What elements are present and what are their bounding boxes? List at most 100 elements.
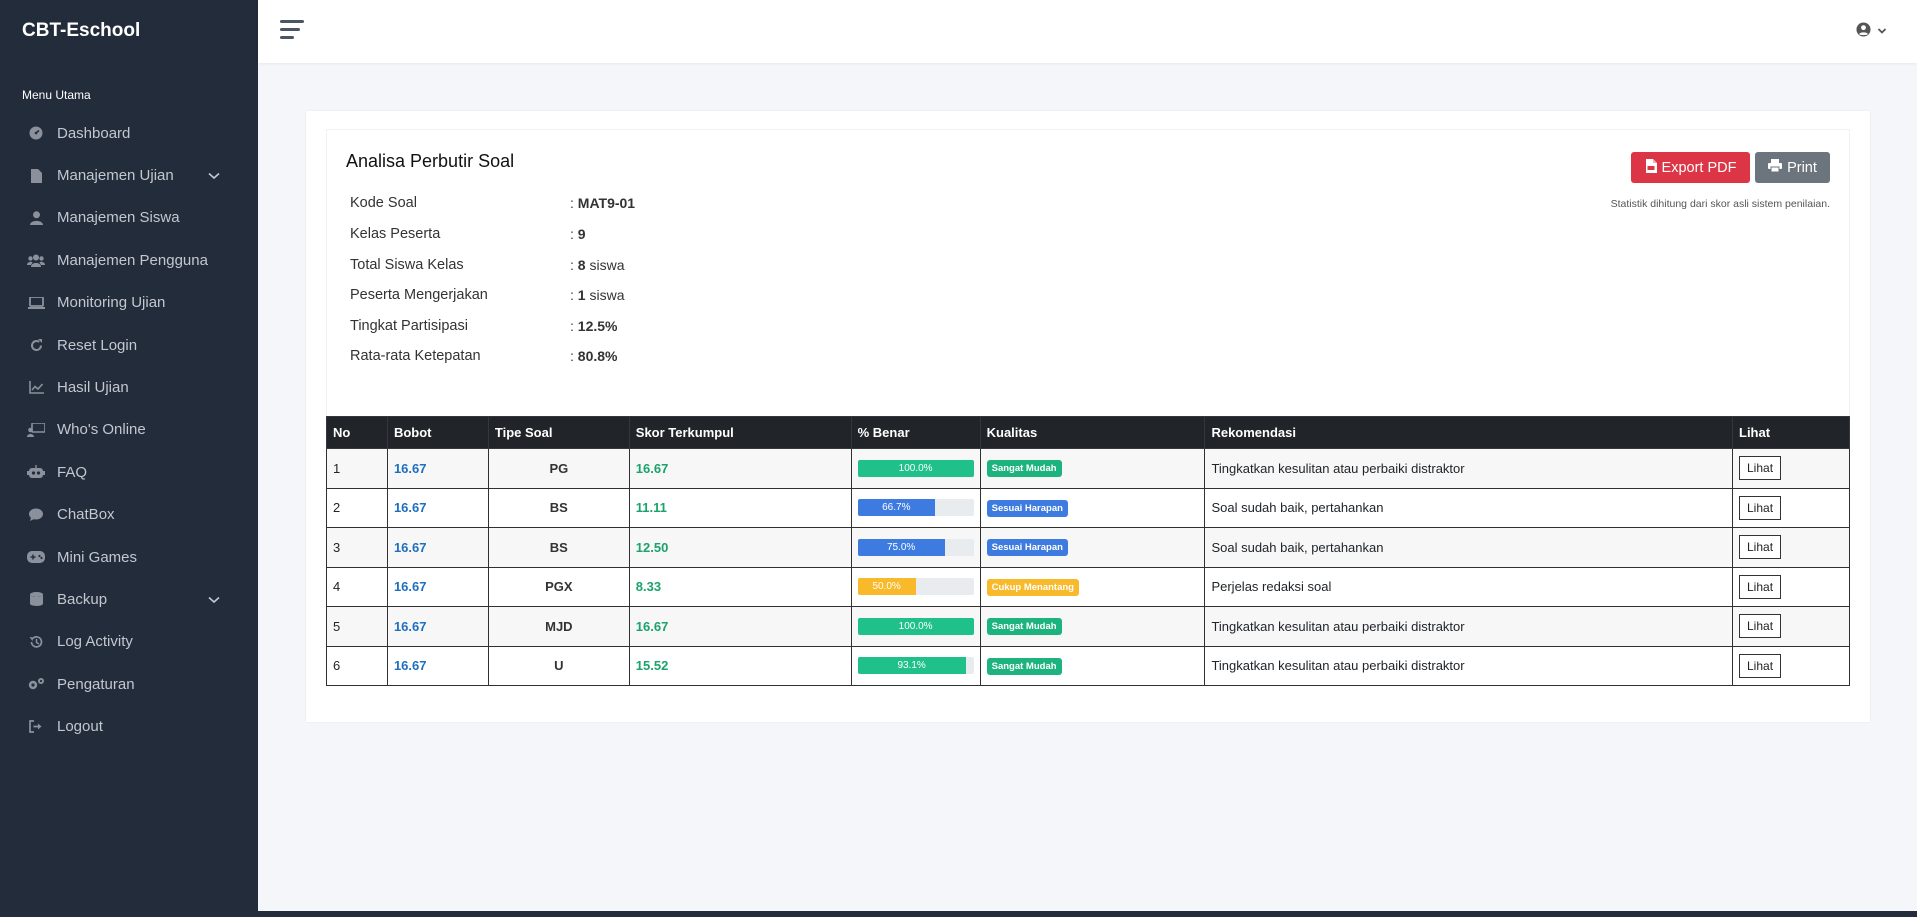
analysis-table: No Bobot Tipe Soal Skor Terkumpul% Benar Kua… xyxy=(326,416,1850,686)
cell-bobot: 16.67 xyxy=(386,606,489,647)
sidebar-item-faq[interactable]: FAQ xyxy=(0,451,258,493)
progress-bar: 93.1% xyxy=(857,657,974,675)
sidebar-item-manajemen-ujian[interactable]: Manajemen Ujian xyxy=(0,154,258,196)
progress-bar-fill: 93.1% xyxy=(857,657,966,675)
info-value-suffix: siswa xyxy=(585,257,625,273)
cell-lihat: Lihat xyxy=(1732,527,1850,568)
info-label: Kelas Peserta xyxy=(350,226,441,242)
sidebar-item-backup[interactable]: Backup xyxy=(0,578,258,620)
cell-bobot: 16.67 xyxy=(386,527,489,568)
sidebar-item-label: Hasil Ujian xyxy=(57,379,129,397)
sidebar-item-label: FAQ xyxy=(57,463,88,481)
print-button[interactable]: Print xyxy=(1755,152,1830,183)
redo-icon xyxy=(26,337,46,353)
sidebar-item-label: Logout xyxy=(57,718,103,736)
progress-bar-fill: 75.0% xyxy=(857,538,945,556)
cell-kualitas: Sangat Mudah xyxy=(979,448,1206,489)
sidebar-item-log-activity[interactable]: Log Activity xyxy=(0,621,258,663)
info-value: : MAT9-01 xyxy=(570,195,636,211)
sidebar-item-who-s-online[interactable]: Who's Online xyxy=(0,409,258,451)
sidebar-item-logout[interactable]: Logout xyxy=(0,705,258,747)
cell-no: 4 xyxy=(326,566,388,607)
chevron-down-icon xyxy=(208,592,220,609)
info-label: Total Siswa Kelas xyxy=(350,257,464,273)
info-value-number: MAT9-01 xyxy=(577,195,636,211)
progress-bar: 66.7% xyxy=(857,499,974,517)
quality-badge: Sangat Mudah xyxy=(986,657,1062,675)
cell-lihat: Lihat xyxy=(1732,487,1850,528)
cell-tipe-soal: BS xyxy=(487,487,630,528)
lihat-button[interactable]: Lihat xyxy=(1739,456,1782,481)
quality-badge: Cukup Menantang xyxy=(986,578,1079,596)
cell-lihat: Lihat xyxy=(1732,566,1850,607)
column-header: % Benar xyxy=(850,416,981,449)
chevron-down-icon xyxy=(1877,23,1887,41)
laptop-icon xyxy=(26,295,46,311)
sidebar-item-monitoring-ujian[interactable]: Monitoring Ujian xyxy=(0,282,258,324)
table-row: 3 16.67 BS 12.50 75.0% Sesuai Harapan Soal sud… xyxy=(326,527,1850,568)
cogs-icon xyxy=(26,676,46,692)
cell-rekomendasi: Tingkatkan kesulitan atau perbaiki distr… xyxy=(1204,645,1733,686)
cell-skor: 11.11 xyxy=(628,487,852,528)
sidebar-item-dashboard[interactable]: Dashboard xyxy=(0,112,258,154)
sidebar-item-label: Manajemen Pengguna xyxy=(57,251,208,269)
sidebar-item-reset-login[interactable]: Reset Login xyxy=(0,324,258,366)
file-icon xyxy=(26,168,46,184)
sidebar-item-manajemen-siswa[interactable]: Manajemen Siswa xyxy=(0,197,258,239)
cell-skor: 12.50 xyxy=(628,527,852,568)
info-value: : 1 siswa xyxy=(570,287,625,303)
cell-no: 5 xyxy=(326,606,388,647)
sidebar-item-mini-games[interactable]: Mini Games xyxy=(0,536,258,578)
info-value-number: 80.8% xyxy=(577,348,618,364)
cell-kualitas: Sesuai Harapan xyxy=(979,487,1206,528)
cell-rekomendasi: Perjelas redaksi soal xyxy=(1204,566,1733,607)
info-value: : 12.5% xyxy=(570,318,618,334)
robot-icon xyxy=(26,464,46,480)
column-header: Rekomendasi xyxy=(1204,416,1733,449)
brand-title[interactable]: CBT-Eschool xyxy=(22,20,141,41)
cell-skor: 16.67 xyxy=(628,606,852,647)
table-row: 4 16.67 PGX 8.33 50.0% Cukup Menantang Perjela… xyxy=(326,566,1850,607)
quality-badge: Sangat Mudah xyxy=(986,618,1062,636)
sidebar: CBT-Eschool Menu Utama Dashboard Manajeme… xyxy=(0,0,258,917)
print-icon xyxy=(1768,159,1783,176)
user-menu-button[interactable] xyxy=(1856,22,1887,42)
progress-bar-fill: 50.0% xyxy=(857,578,916,596)
info-value: : 9 xyxy=(570,226,586,242)
sidebar-item-pengaturan[interactable]: Pengaturan xyxy=(0,663,258,705)
lihat-button[interactable]: Lihat xyxy=(1739,653,1782,678)
lihat-button[interactable]: Lihat xyxy=(1739,495,1782,520)
hamburger-menu-icon[interactable] xyxy=(280,20,304,40)
cell-percent-benar: 75.0% xyxy=(850,527,981,568)
sidebar-item-label: Dashboard xyxy=(57,124,131,142)
progress-bar-fill: 66.7% xyxy=(857,499,935,517)
cell-lihat: Lihat xyxy=(1732,448,1850,489)
chevron-down-icon xyxy=(208,168,220,185)
cell-rekomendasi: Tingkatkan kesulitan atau perbaiki distr… xyxy=(1204,606,1733,647)
cell-percent-benar: 100.0% xyxy=(850,448,981,489)
sidebar-item-manajemen-pengguna[interactable]: Manajemen Pengguna xyxy=(0,239,258,281)
cell-kualitas: Sangat Mudah xyxy=(979,645,1206,686)
cell-no: 3 xyxy=(326,527,388,568)
export-pdf-button[interactable]: Export PDF xyxy=(1631,152,1750,183)
footer-strip xyxy=(258,911,1917,917)
sidebar-item-hasil-ujian[interactable]: Hasil Ujian xyxy=(0,366,258,408)
cell-bobot: 16.67 xyxy=(386,645,489,686)
info-value-number: 8 xyxy=(577,257,586,273)
info-value-number: 9 xyxy=(577,226,586,242)
cell-skor: 15.52 xyxy=(628,645,852,686)
cell-tipe-soal: BS xyxy=(487,527,630,568)
cell-percent-benar: 66.7% xyxy=(850,487,981,528)
user-icon xyxy=(26,210,46,226)
cell-bobot: 16.67 xyxy=(386,448,489,489)
cell-lihat: Lihat xyxy=(1732,645,1850,686)
sidebar-item-label: Pengaturan xyxy=(57,675,135,693)
info-value-suffix: siswa xyxy=(585,287,625,303)
lihat-button[interactable]: Lihat xyxy=(1739,574,1782,599)
quality-badge: Sesuai Harapan xyxy=(986,539,1068,557)
sidebar-item-chatbox[interactable]: ChatBox xyxy=(0,494,258,536)
lihat-button[interactable]: Lihat xyxy=(1739,535,1782,560)
cell-no: 6 xyxy=(326,645,388,686)
lihat-button[interactable]: Lihat xyxy=(1739,614,1782,639)
database-icon xyxy=(26,591,46,607)
